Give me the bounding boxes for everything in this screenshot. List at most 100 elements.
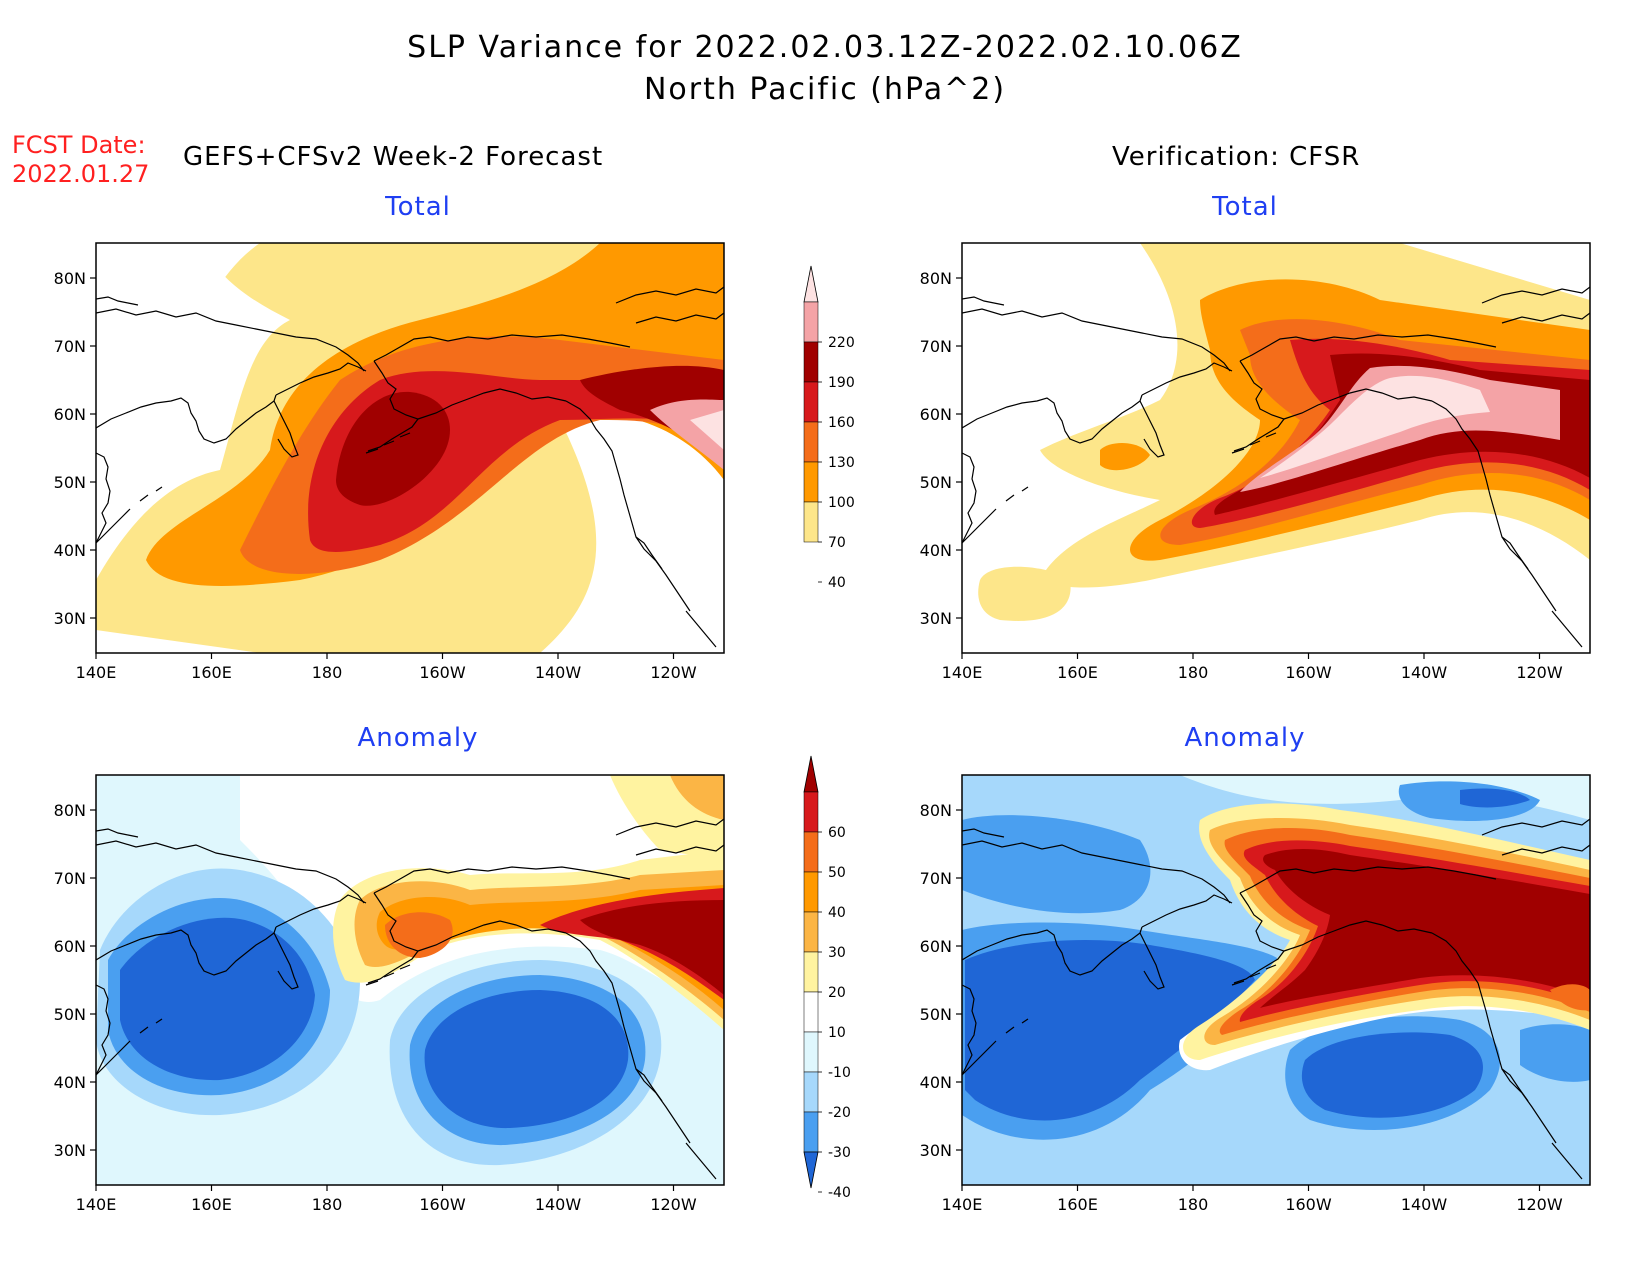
lon-tick-label: 160E xyxy=(191,663,232,682)
lon-tick-label: 140W xyxy=(1401,663,1448,682)
anomaly-verification-map xyxy=(961,774,1591,1186)
lon-tick-label: 160E xyxy=(1057,663,1098,682)
lat-tick-label: 60N xyxy=(54,405,86,424)
lat-tick-label: 30N xyxy=(54,1141,86,1160)
lon-tick-label: 160E xyxy=(191,1195,232,1214)
fcst-date-value: 2022.01.27 xyxy=(12,160,150,188)
lat-tick-label: 60N xyxy=(920,405,952,424)
lat-tick-label: 80N xyxy=(54,269,86,288)
total-colorbar: 220 190 160 130 100 70 40 xyxy=(803,265,855,591)
anomaly-colorbar: 60 50 40 30 20 10 -10 -20 -30 -40 xyxy=(803,755,851,1201)
anomaly-colorbar-label: 40 xyxy=(828,905,846,921)
anomaly-colorbar-label: -40 xyxy=(828,1185,851,1201)
anomaly-forecast-map xyxy=(95,774,725,1186)
anomaly-forecast-title: Anomaly xyxy=(357,723,479,753)
total-colorbar-label: 190 xyxy=(828,375,855,391)
total-colorbar-swatch xyxy=(803,461,819,503)
anomaly-colorbar-label: 50 xyxy=(828,865,846,881)
lat-tick-label: 70N xyxy=(54,337,86,356)
total-colorbar-label: 220 xyxy=(828,335,855,351)
lon-tick-label: 180 xyxy=(312,663,343,682)
total-colorbar-label: 160 xyxy=(828,415,855,431)
anomaly-colorbar-swatch xyxy=(803,1111,819,1153)
anomaly-colorbar-swatch xyxy=(803,831,819,873)
lon-tick-label: 160W xyxy=(419,1195,466,1214)
total-colorbar-swatch xyxy=(803,381,819,423)
lon-tick-label: 120W xyxy=(650,663,697,682)
lat-tick-label: 70N xyxy=(920,869,952,888)
total-colorbar-label: 70 xyxy=(828,535,846,551)
lon-tick-label: 140W xyxy=(1401,1195,1448,1214)
lon-tick-label: 160W xyxy=(419,663,466,682)
anomaly-colorbar-bottom-arrow xyxy=(803,1151,819,1189)
total-verification-map xyxy=(961,242,1591,654)
anomaly-colorbar-swatch xyxy=(803,871,819,913)
lon-tick-label: 180 xyxy=(312,1195,343,1214)
total-forecast-map xyxy=(95,242,725,654)
lat-tick-label: 60N xyxy=(54,937,86,956)
anomaly-colorbar-label: -30 xyxy=(828,1145,851,1161)
total-colorbar-label: 40 xyxy=(828,575,846,591)
total-colorbar-swatch xyxy=(803,421,819,463)
fcst-date-label: FCST Date: xyxy=(12,131,146,159)
lat-tick-label: 80N xyxy=(920,801,952,820)
lat-tick-label: 30N xyxy=(920,1141,952,1160)
lon-tick-label: 180 xyxy=(1178,663,1209,682)
anomaly-colorbar-swatch xyxy=(803,951,819,993)
total-colorbar-swatch xyxy=(803,501,819,543)
lat-tick-label: 40N xyxy=(54,1073,86,1092)
anomaly-colorbar-swatch xyxy=(803,791,819,833)
axes-layer: 140E 160E 180 160W 140W 120W 80N 70N 60N 50N 40N 30… xyxy=(54,269,1563,1214)
lon-tick-label: 140W xyxy=(535,1195,582,1214)
lat-tick-label: 50N xyxy=(54,473,86,492)
lon-tick-label: 120W xyxy=(1516,663,1563,682)
lon-tick-label: 140W xyxy=(535,663,582,682)
lat-tick-label: 40N xyxy=(920,1073,952,1092)
lat-tick-label: 70N xyxy=(54,869,86,888)
anomaly-colorbar-label: 60 xyxy=(828,825,846,841)
verification-column-heading: Verification: CFSR xyxy=(1112,142,1361,172)
lat-tick-label: 50N xyxy=(920,1005,952,1024)
lat-tick-label: 50N xyxy=(54,1005,86,1024)
lat-tick-label: 40N xyxy=(54,541,86,560)
total-colorbar-top-arrow xyxy=(803,265,819,303)
lat-tick-label: 80N xyxy=(920,269,952,288)
total-colorbar-swatch xyxy=(803,341,819,383)
anomaly-colorbar-label: 20 xyxy=(828,985,846,1001)
total-colorbar-swatch xyxy=(803,301,819,343)
lat-tick-label: 80N xyxy=(54,801,86,820)
anomaly-colorbar-label: -10 xyxy=(828,1065,851,1081)
lon-tick-label: 160W xyxy=(1285,1195,1332,1214)
figure-title-line1: SLP Variance for 2022.02.03.12Z-2022.02.… xyxy=(407,30,1243,65)
lon-tick-label: 180 xyxy=(1178,1195,1209,1214)
anomaly-colorbar-label: 10 xyxy=(828,1025,846,1041)
total-forecast-title: Total xyxy=(385,192,451,222)
lon-tick-label: 140E xyxy=(942,663,983,682)
anomaly-colorbar-swatch xyxy=(803,911,819,953)
forecast-column-heading: GEFS+CFSv2 Week-2 Forecast xyxy=(183,142,604,172)
total-colorbar-label: 100 xyxy=(828,495,855,511)
lat-tick-label: 50N xyxy=(920,473,952,492)
lat-tick-label: 30N xyxy=(920,609,952,628)
anomaly-colorbar-swatch xyxy=(803,991,819,1033)
lat-tick-label: 60N xyxy=(920,937,952,956)
lon-tick-label: 140E xyxy=(942,1195,983,1214)
lat-tick-label: 30N xyxy=(54,609,86,628)
lon-tick-label: 120W xyxy=(1516,1195,1563,1214)
total-colorbar-label: 130 xyxy=(828,455,855,471)
anomaly-colorbar-label: 30 xyxy=(828,945,846,961)
anomaly-colorbar-top-arrow xyxy=(803,755,819,793)
lon-tick-label: 120W xyxy=(650,1195,697,1214)
lat-tick-label: 40N xyxy=(920,541,952,560)
lon-tick-label: 140E xyxy=(76,1195,117,1214)
lon-tick-label: 160E xyxy=(1057,1195,1098,1214)
anomaly-colorbar-swatch xyxy=(803,1071,819,1113)
anomaly-colorbar-label: -20 xyxy=(828,1105,851,1121)
lon-tick-label: 140E xyxy=(76,663,117,682)
lon-tick-label: 160W xyxy=(1285,663,1332,682)
lat-tick-label: 70N xyxy=(920,337,952,356)
figure-title-line2: North Pacific (hPa^2) xyxy=(643,72,1007,107)
anomaly-verification-title: Anomaly xyxy=(1184,723,1306,753)
total-verification-title: Total xyxy=(1212,192,1278,222)
